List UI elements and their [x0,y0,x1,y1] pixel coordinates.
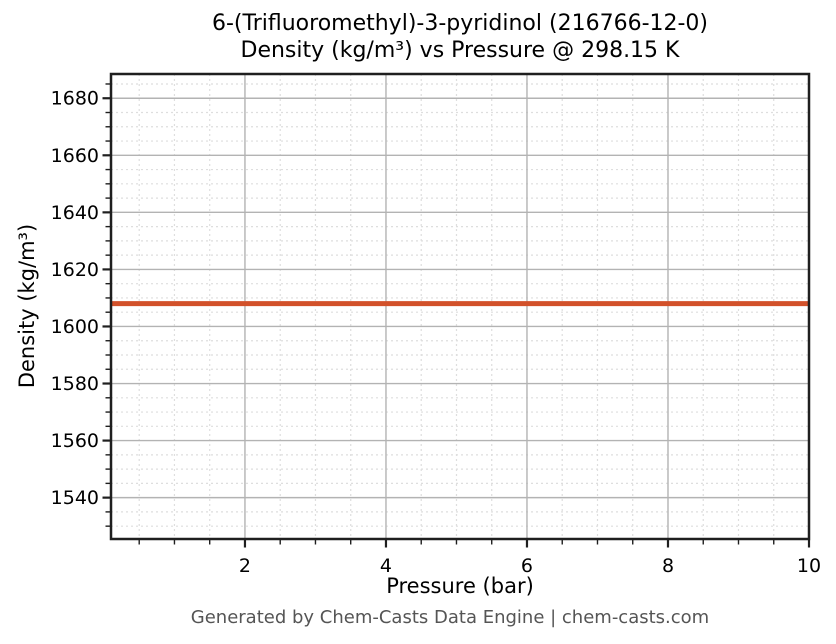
y-tick-label: 1620 [51,259,99,281]
y-tick-label: 1560 [51,430,99,452]
x-tick-label: 10 [797,555,821,577]
x-axis-label: Pressure (bar) [386,574,534,598]
chart-title: 6-(Trifluoromethyl)-3-pyridinol (216766-… [111,10,809,64]
y-tick-label: 1660 [51,145,99,167]
y-tick-label: 1680 [51,88,99,110]
y-tick-label: 1580 [51,373,99,395]
chart-title-line2: Density (kg/m³) vs Pressure @ 298.15 K [240,38,680,63]
chart-title-line1: 6-(Trifluoromethyl)-3-pyridinol (216766-… [211,11,709,36]
x-tick-label: 6 [521,555,533,577]
x-tick-label: 8 [662,555,674,577]
x-tick-label: 2 [239,555,251,577]
y-tick-label: 1600 [51,316,99,338]
x-tick-label: 4 [380,555,392,577]
plot-border [109,72,811,541]
y-tick-label: 1640 [51,202,99,224]
y-tick-label: 1540 [51,487,99,509]
y-axis-label: Density (kg/m³) [15,223,39,389]
attribution-footer: Generated by Chem-Casts Data Engine | ch… [190,607,710,628]
